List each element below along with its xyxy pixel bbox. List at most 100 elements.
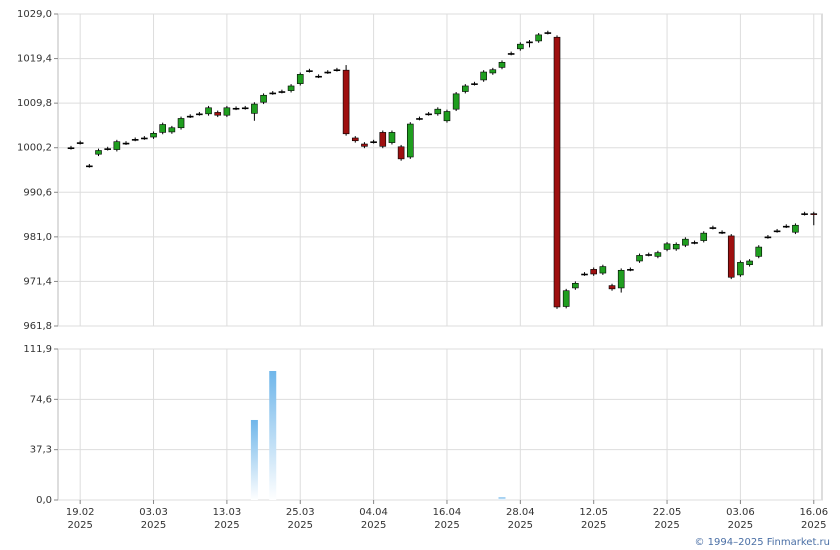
candle-body [535,34,542,42]
candle-body [617,269,625,289]
candle-body [755,246,763,257]
plot-area [57,13,823,327]
candle-body [379,132,387,147]
candle-body [388,132,396,143]
y-tick-label: 37,3 [30,445,52,456]
candle-body [241,107,249,110]
candle-body [471,83,478,85]
candle-body [801,213,808,215]
candle-body [709,227,717,229]
candle-body [627,269,634,271]
x-tick-label: 22.05 [653,507,682,518]
candle-body [287,85,295,91]
candle-body [278,91,286,93]
x-tick-label: 16.04 [433,507,462,518]
candle-body [214,112,222,116]
x-tick-label: 25.03 [286,507,315,518]
x-tick-year: 2025 [361,520,386,531]
x-tick-label: 28.04 [506,507,535,518]
candle-body [306,70,313,72]
candle-body [654,252,662,257]
candle-body [333,69,341,72]
candle-body [260,94,267,103]
x-tick-year: 2025 [801,520,826,531]
candle-body [480,71,487,81]
x-tick-year: 2025 [67,520,92,531]
candle-body [296,74,304,84]
x-tick-label: 16.06 [799,507,828,518]
candle-body [562,290,570,307]
candle-body [498,61,506,68]
candle-body [544,32,552,34]
candle-body [727,235,735,278]
candle-body [159,124,166,133]
x-tick-label: 03.03 [139,507,168,518]
candle-body [526,41,533,44]
candle-body [131,139,139,141]
candle-body [186,115,194,118]
x-tick-year: 2025 [508,520,533,531]
candle-body [608,285,616,290]
candle-body [95,150,102,155]
candle-body [67,147,75,150]
candle-body [168,127,176,133]
candle-body [581,273,588,276]
candle-body [342,69,350,135]
volume-bar [269,370,277,500]
candle-body [177,118,185,129]
candle-body [104,148,111,150]
x-tick-year: 2025 [141,520,166,531]
candle-body [397,146,405,160]
x-tick-label: 13.03 [213,507,242,518]
candle-body [792,224,799,233]
candle-body [452,93,460,110]
candle-body [232,107,240,110]
y-tick-label: 1029,0 [17,9,52,20]
candle-body [416,118,423,120]
candle-body [223,107,231,116]
candle-body [443,111,451,122]
y-tick-label: 961,8 [23,321,52,332]
candle-body [205,107,212,115]
y-tick-label: 1000,2 [17,143,52,154]
candle-body [324,71,332,74]
x-tick-year: 2025 [288,520,313,531]
candle-body [122,142,130,145]
x-tick-year: 2025 [728,520,753,531]
candle-body [434,108,442,115]
candle-body [590,269,597,275]
y-tick-label: 0,0 [36,495,52,506]
candle-body [636,255,643,262]
volume-bar [498,497,506,500]
candle-body [691,242,698,244]
candle-body [773,230,781,233]
y-tick-label: 1009,8 [17,98,52,109]
candle-body [251,103,258,114]
x-tick-label: 03.06 [726,507,755,518]
copyright: © 1994–2025 Finmarket.ru [694,537,830,548]
candle-body [599,266,607,274]
candle-body [150,133,157,138]
candle-body [810,213,818,215]
y-tick-label: 971,4 [23,276,52,287]
x-tick-year: 2025 [214,520,239,531]
candle-body [663,243,671,250]
candle-body [737,262,744,276]
candle-body [782,225,790,228]
candle-body [86,165,93,168]
candle-body [489,69,497,74]
x-tick-label: 12.05 [579,507,608,518]
candle-body [269,92,277,95]
x-tick-label: 04.04 [359,507,388,518]
candle-body [553,36,561,308]
x-tick-label: 19.02 [66,507,95,518]
candle-body [425,113,432,116]
candle-body [76,142,84,144]
candle-body [645,254,653,256]
y-tick-label: 74,6 [30,394,52,405]
candle-body [572,282,579,289]
candle-body [406,123,414,158]
candle-body [700,232,708,241]
x-tick-year: 2025 [654,520,679,531]
